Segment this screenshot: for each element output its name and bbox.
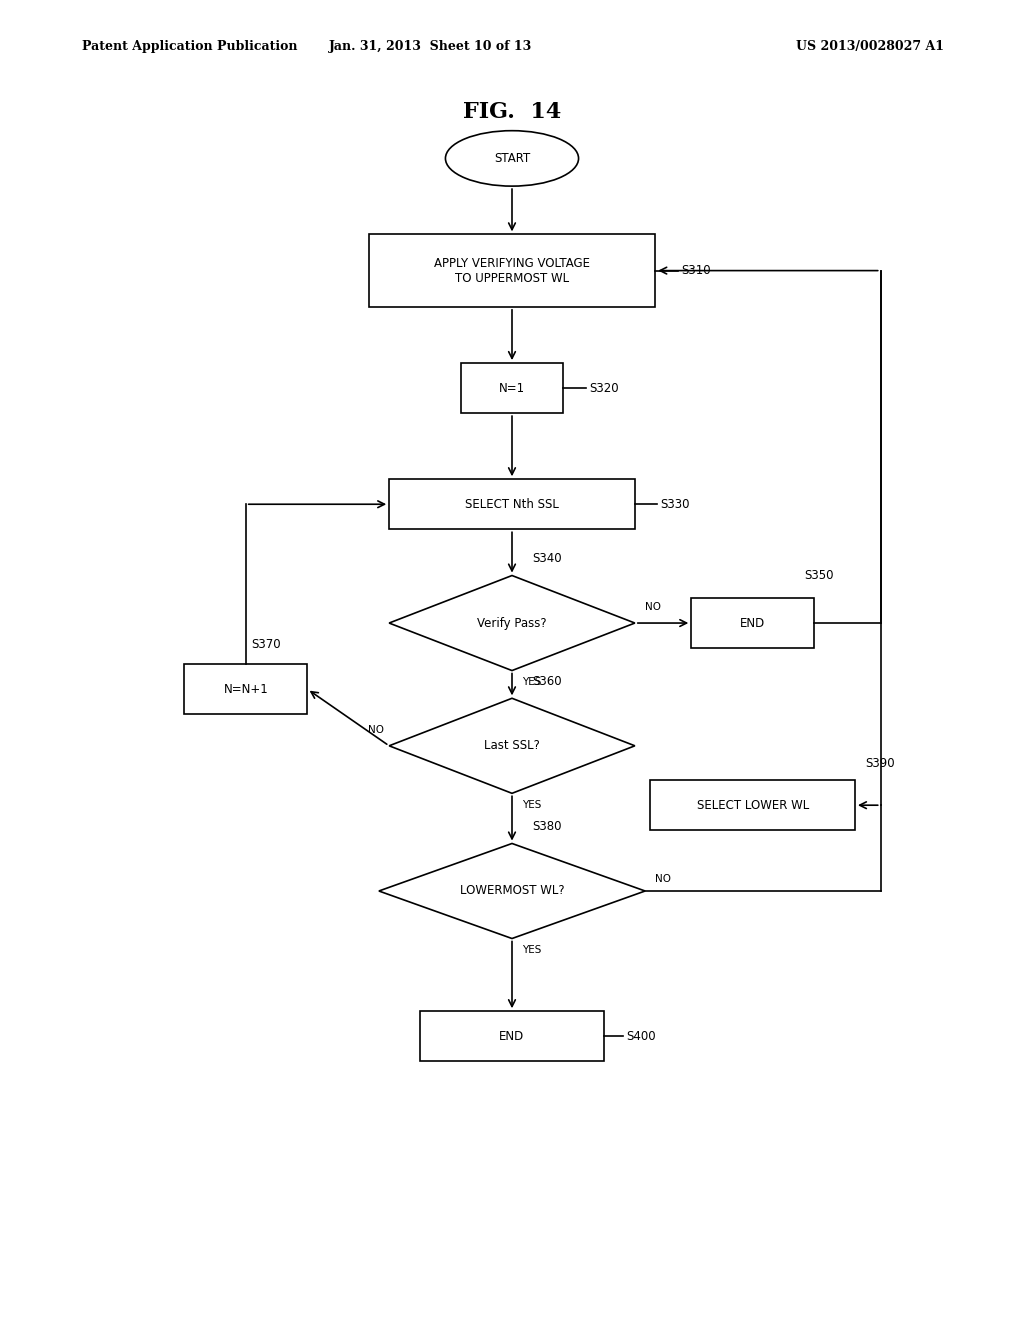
Text: YES: YES bbox=[522, 800, 542, 810]
Text: SELECT LOWER WL: SELECT LOWER WL bbox=[696, 799, 809, 812]
Text: N=1: N=1 bbox=[499, 381, 525, 395]
Text: YES: YES bbox=[522, 945, 542, 956]
Text: LOWERMOST WL?: LOWERMOST WL? bbox=[460, 884, 564, 898]
Text: APPLY VERIFYING VOLTAGE
TO UPPERMOST WL: APPLY VERIFYING VOLTAGE TO UPPERMOST WL bbox=[434, 256, 590, 285]
Text: NO: NO bbox=[655, 874, 672, 884]
Text: US 2013/0028027 A1: US 2013/0028027 A1 bbox=[797, 40, 944, 53]
Text: Patent Application Publication: Patent Application Publication bbox=[82, 40, 297, 53]
Text: YES: YES bbox=[522, 677, 542, 688]
Text: S390: S390 bbox=[865, 756, 895, 770]
Text: NO: NO bbox=[645, 602, 662, 612]
Text: START: START bbox=[494, 152, 530, 165]
Text: END: END bbox=[740, 616, 765, 630]
Text: NO: NO bbox=[368, 725, 384, 735]
Text: S340: S340 bbox=[532, 552, 562, 565]
Text: S310: S310 bbox=[681, 264, 711, 277]
Text: N=N+1: N=N+1 bbox=[223, 682, 268, 696]
Text: S350: S350 bbox=[804, 569, 834, 582]
Text: SELECT Nth SSL: SELECT Nth SSL bbox=[465, 498, 559, 511]
Text: S330: S330 bbox=[660, 498, 690, 511]
Text: S320: S320 bbox=[589, 381, 618, 395]
Text: S360: S360 bbox=[532, 675, 562, 688]
Text: Verify Pass?: Verify Pass? bbox=[477, 616, 547, 630]
Text: S380: S380 bbox=[532, 820, 562, 833]
Text: S370: S370 bbox=[251, 638, 281, 651]
Text: Last SSL?: Last SSL? bbox=[484, 739, 540, 752]
Text: Jan. 31, 2013  Sheet 10 of 13: Jan. 31, 2013 Sheet 10 of 13 bbox=[329, 40, 531, 53]
Text: FIG.  14: FIG. 14 bbox=[463, 102, 561, 123]
Text: END: END bbox=[500, 1030, 524, 1043]
Text: S400: S400 bbox=[627, 1030, 656, 1043]
